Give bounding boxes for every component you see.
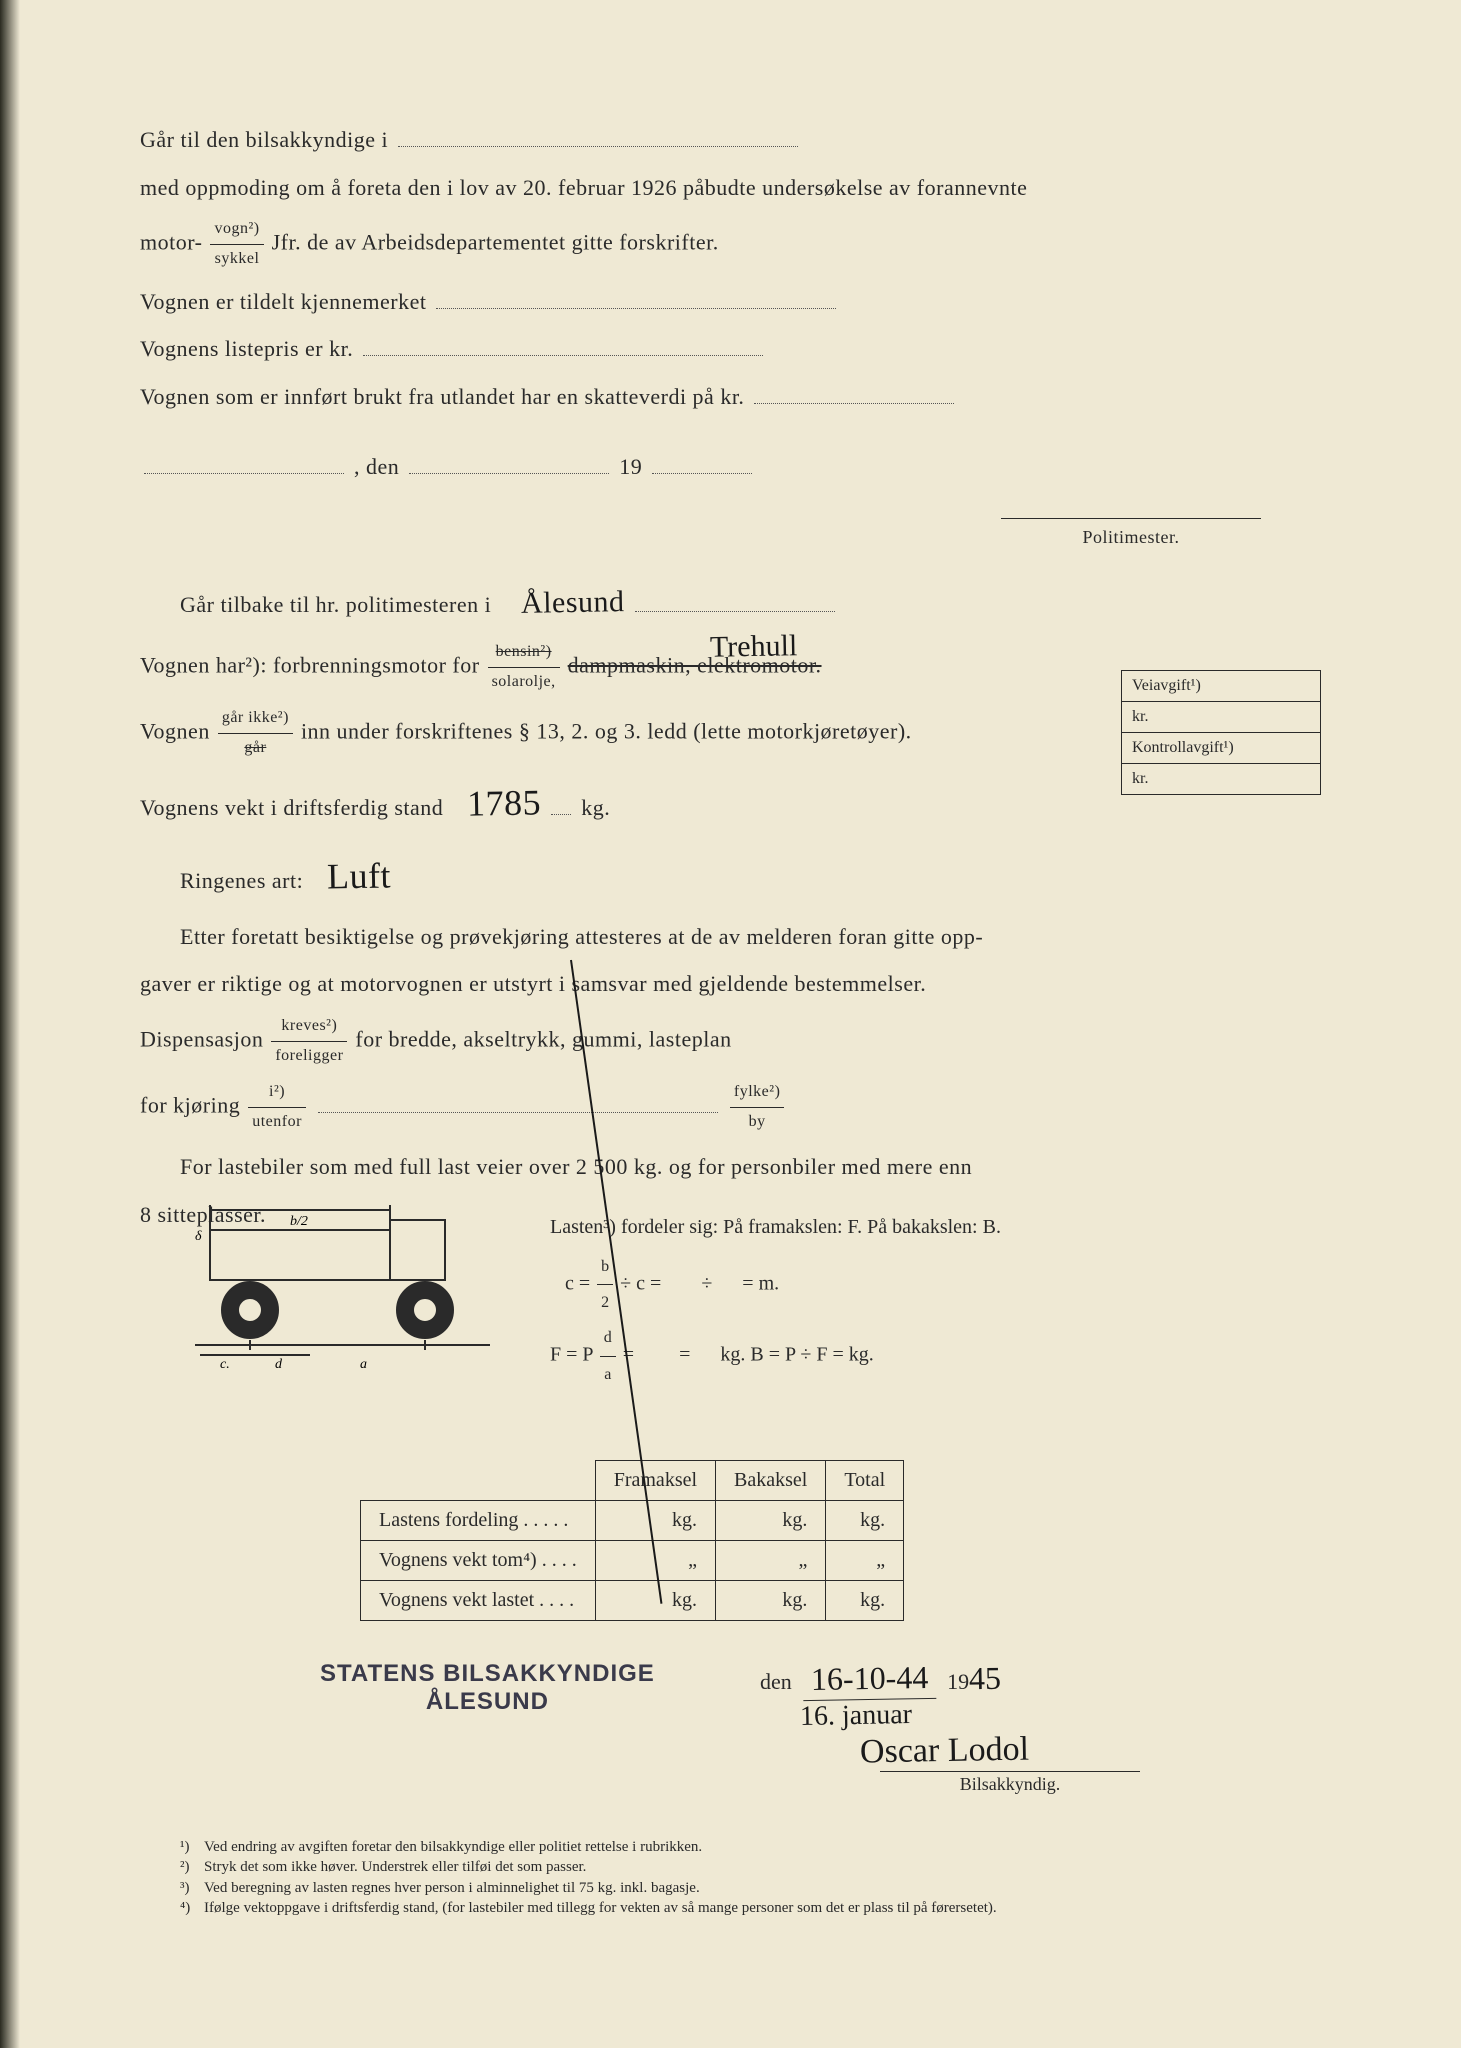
blank [318, 1091, 718, 1113]
col-framaksel: Framaksel [595, 1461, 715, 1501]
text: kg. [581, 795, 610, 820]
svg-text:a: a [360, 1357, 367, 1370]
text: Vognen har²): forbrenningsmotor for [140, 652, 486, 677]
row-lastens: Lastens fordeling . . . . . [361, 1501, 596, 1541]
vei-label: Veiavgift¹) [1122, 671, 1320, 701]
text: for kjøring [140, 1093, 246, 1118]
fn1: Ved endring av avgiften foretar den bils… [204, 1837, 702, 1857]
text: Går til den bilsakkyndige i [140, 127, 388, 152]
handwritten-extra: Trehull [710, 629, 798, 665]
politimester-label: Politimester. [1001, 518, 1261, 553]
text: 19 [619, 454, 642, 479]
equation2: F = P da = = kg. B = P ÷ F = kg. [550, 1320, 1001, 1391]
fraction-disp: kreves²) foreligger [271, 1012, 347, 1071]
politimester-line: Politimester. [140, 516, 1321, 556]
handwritten-date: 16-10-44 [802, 1659, 936, 1701]
fraction-fuel: bensin²) solarolje, [488, 638, 560, 697]
line-disp: Dispensasjon kreves²) foreligger for bre… [140, 1012, 1321, 1071]
blank [144, 452, 344, 474]
vei-kr: kr. [1122, 701, 1320, 732]
line-attest2: gaver er riktige og at motorvognen er ut… [140, 964, 1321, 1004]
line-date: , den 19 [140, 447, 1321, 487]
kontroll-label: Kontrollavgift¹) [1122, 732, 1320, 763]
text: motor- [140, 230, 202, 255]
text: Går tilbake til hr. politimesteren i [180, 592, 491, 617]
weight-table: Framaksel Bakaksel Total Lastens fordeli… [360, 1460, 904, 1621]
svg-text:b/2: b/2 [290, 1214, 308, 1229]
text: inn under forskriftenes § 13, 2. og 3. l… [301, 719, 912, 744]
svg-text:δ: δ [195, 1229, 202, 1244]
blank [409, 452, 609, 474]
stamp: STATENS BILSAKKYNDIGE ÅLESUND [320, 1660, 655, 1716]
fn2: Stryk det som ikke høver. Understrek ell… [204, 1857, 586, 1877]
text: Ringenes art: [180, 868, 303, 893]
line-lastebiler1: For lastebiler som med full last veier o… [180, 1147, 1321, 1187]
line-request: med oppmoding om å foreta den i lov av 2… [140, 168, 1321, 208]
blank [363, 334, 763, 356]
col-bakaksel: Bakaksel [716, 1461, 826, 1501]
text: Vognen som er innført brukt fra utlandet… [140, 384, 744, 409]
blank [754, 382, 954, 404]
line-kjennemerke: Vognen er tildelt kjennemerket [140, 282, 1321, 322]
svg-text:c.: c. [220, 1357, 230, 1370]
stamp-l1: STATENS BILSAKKYNDIGE [320, 1660, 655, 1688]
line-kjoring: for kjøring i²) utenfor fylke²) by [140, 1078, 1321, 1137]
fraction-fylke: fylke²) by [730, 1078, 785, 1137]
truck-diagram: c. d a δ b/2 [180, 1190, 520, 1370]
text: Jfr. de av Arbeidsdepartementet gitte fo… [272, 230, 719, 255]
fraction-gaar: går ikke²) går [218, 704, 293, 763]
line-motor: motor- vogn²) sykkel Jfr. de av Arbeidsd… [140, 215, 1321, 274]
bilsakkyndig-label: Bilsakkyndig. [880, 1771, 1140, 1795]
fraction-kjoring: i²) utenfor [248, 1078, 306, 1137]
line-attest1: Etter foretatt besiktigelse og prøvekjør… [180, 917, 1321, 957]
handwritten-signature: Oscar Lodol [860, 1731, 1030, 1772]
fn3: Ved beregning av lasten regnes hver pers… [204, 1878, 700, 1898]
fn4: Ifølge vektoppgave i driftsferdig stand,… [204, 1898, 997, 1918]
col-total: Total [826, 1461, 904, 1501]
footnotes: ¹)Ved endring av avgiften foretar den bi… [180, 1837, 1301, 1918]
row-lastet: Vognens vekt lastet . . . . [361, 1581, 596, 1621]
text: for bredde, akseltrykk, gummi, lasteplan [355, 1026, 731, 1051]
kontroll-kr: kr. [1122, 763, 1320, 794]
text: Vognens vekt i driftsferdig stand [140, 795, 443, 820]
document-page: Går til den bilsakkyndige i med oppmodin… [60, 40, 1401, 1988]
blank [635, 590, 835, 612]
text: Vognens listepris er kr. [140, 336, 353, 361]
lasten-fordeler: Lasten³) fordeler sig: På framakslen: F.… [550, 1205, 1001, 1249]
line-listepris: Vognens listepris er kr. [140, 329, 1321, 369]
line-skatteverdi: Vognen som er innført brukt fra utlandet… [140, 377, 1321, 417]
handwritten-date-extra: 16. januar [800, 1699, 913, 1733]
handwritten-place: Ålesund [521, 575, 625, 631]
text: Vognen er tildelt kjennemerket [140, 289, 426, 314]
row-tom: Vognens vekt tom⁴) . . . . [361, 1541, 596, 1581]
handwritten-tyres: Luft [327, 843, 392, 909]
stamp-l2: ÅLESUND [320, 1688, 655, 1716]
fraction-vogn-sykkel: vogn²) sykkel [210, 215, 263, 274]
blank [436, 287, 836, 309]
date-block: den 16-10-44 1945 16. januar Oscar Lodol… [760, 1660, 1140, 1796]
svg-text:d: d [275, 1357, 283, 1370]
text: , den [354, 454, 399, 479]
blank [652, 452, 752, 474]
blank-expert-location [398, 125, 798, 147]
fee-box: Veiavgift¹) kr. Kontrollavgift¹) kr. [1121, 670, 1321, 795]
line-expert: Går til den bilsakkyndige i [140, 120, 1321, 160]
text: Dispensasjon [140, 1026, 269, 1051]
line-ringenes: Ringenes art: Luft [180, 844, 1321, 909]
blank [551, 793, 571, 815]
text: Vognen [140, 719, 216, 744]
handwritten-weight: 1785 [467, 770, 542, 836]
handwritten-year: 45 [969, 1660, 1002, 1698]
line-back-to: Går tilbake til hr. politimesteren i Åle… [180, 576, 1321, 630]
